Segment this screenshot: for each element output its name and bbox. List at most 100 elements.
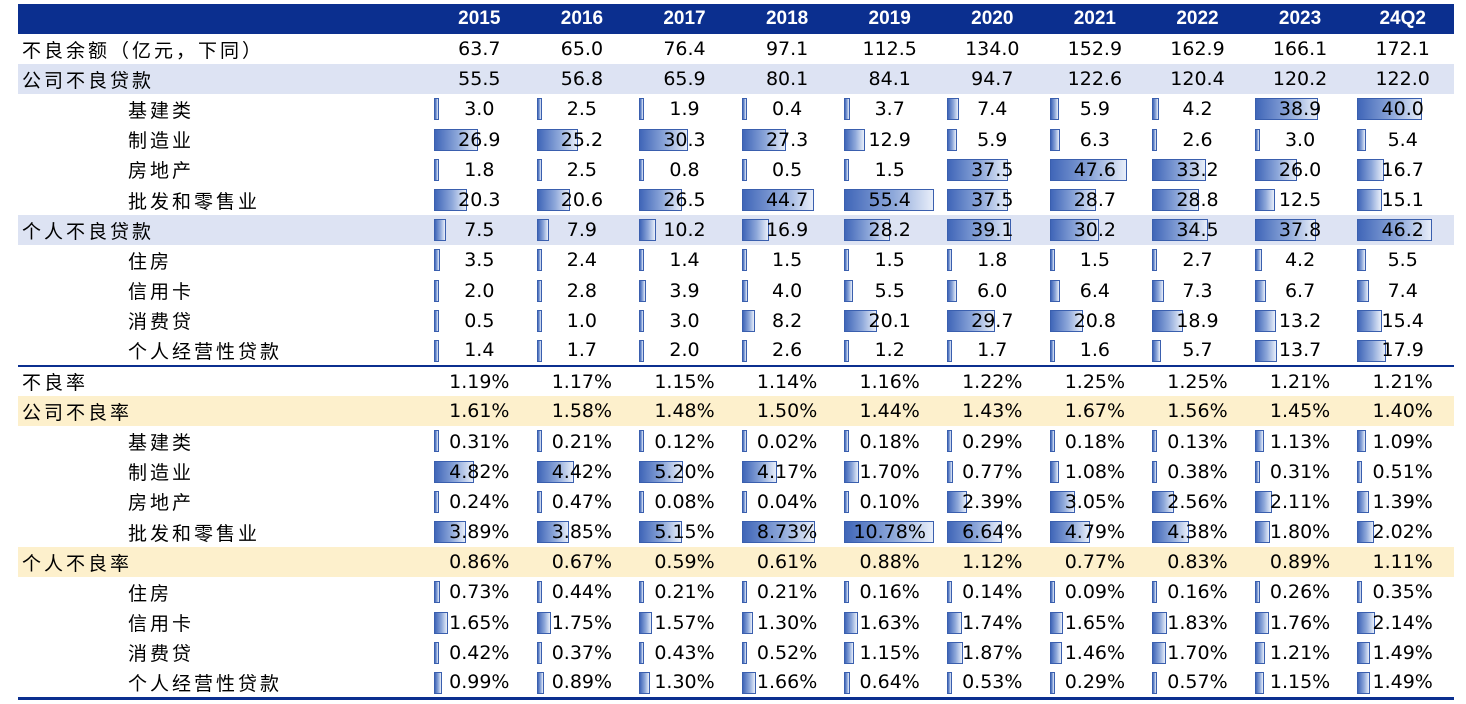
cell-text: 8.2 — [771, 309, 803, 332]
cell-value: 2.6 — [736, 336, 839, 366]
data-bar — [741, 581, 747, 604]
cell-value: 40.0 — [1351, 94, 1454, 124]
cell-value: 0.26% — [1249, 577, 1352, 607]
row-label: 住房 — [128, 582, 173, 605]
table-row-sub: 房地产 1.8 2.5 0.8 0.5 1.5 37.5 47.6 33.2 26.0 16.7 — [18, 155, 1454, 185]
data-bar — [1357, 188, 1382, 211]
cell-text: 0.53% — [962, 671, 1023, 694]
cell-value: 162.9 — [1146, 34, 1249, 64]
cell-value: 0.31% — [1249, 457, 1352, 487]
cell-value: 0.53% — [940, 667, 1044, 700]
data-bar — [844, 188, 935, 211]
cell-value: 3.0 — [428, 94, 531, 124]
cell-text: 1.7 — [977, 339, 1008, 362]
data-bar — [1152, 490, 1174, 513]
data-bar — [639, 249, 645, 272]
data-bar — [536, 671, 545, 694]
cell-value: 1.25% — [1043, 365, 1147, 397]
data-bar — [536, 219, 550, 242]
header-year: 2018 — [765, 8, 809, 29]
cell-text: 134.0 — [965, 38, 1020, 61]
cell-value: 56.8 — [530, 64, 634, 95]
header-year: 2023 — [1278, 8, 1322, 29]
cell-text: 5.9 — [1079, 98, 1110, 121]
cell-text: 2.7 — [1182, 249, 1213, 272]
cell-value: 1.0 — [531, 306, 634, 336]
cell-value: 1.74% — [941, 608, 1044, 638]
cell-value: 2.56% — [1146, 487, 1249, 517]
cell-text: 0.24% — [449, 490, 510, 513]
data-bar — [639, 581, 645, 604]
cell-text: 1.4 — [669, 249, 700, 272]
cell-value: 1.70% — [1146, 638, 1249, 668]
cell-value: 2.0 — [428, 276, 531, 306]
cell-value: 0.61% — [735, 547, 839, 578]
cell-value: 112.5 — [838, 34, 941, 64]
data-bar — [1049, 581, 1055, 604]
table-row-group: 不良率 1.19% 1.17% 1.15% 1.14% 1.16% 1.22% 1.25% 1.… — [18, 365, 1454, 397]
data-bar — [536, 128, 578, 151]
cell-value: 0.4 — [736, 94, 839, 124]
data-bar — [1152, 460, 1158, 483]
cell-value: 0.29% — [941, 426, 1044, 456]
cell-text: 7.4 — [1387, 279, 1418, 302]
cell-text: 2.5 — [566, 98, 598, 121]
cell-text: 0.83% — [1167, 551, 1228, 574]
cell-text: 3.85% — [551, 521, 613, 544]
cell-text: 0.88% — [859, 551, 920, 574]
data-bar — [1049, 188, 1097, 211]
cell-text: 76.4 — [663, 38, 706, 61]
cell-text: 0.21% — [654, 581, 715, 604]
cell-value: 4.17% — [736, 457, 839, 487]
cell-text: 0.38% — [1167, 460, 1228, 483]
cell-text: 0.67% — [551, 551, 613, 574]
data-bar — [639, 339, 645, 362]
data-bar — [946, 430, 952, 453]
cell-text: 2.0 — [464, 279, 495, 302]
cell-value: 2.5 — [531, 94, 634, 124]
cell-value: 26.9 — [428, 125, 531, 155]
header-year: 2021 — [1073, 8, 1117, 29]
cell-text: 2.56% — [1167, 490, 1228, 513]
data-bar — [639, 98, 645, 121]
cell-value: 3.5 — [428, 245, 531, 275]
cell-text: 0.77% — [962, 460, 1023, 483]
data-bar — [536, 490, 542, 513]
data-bar — [536, 460, 574, 483]
data-bar — [434, 521, 467, 543]
cell-value: 0.8 — [633, 155, 736, 185]
data-bar — [1049, 460, 1059, 483]
cell-value: 0.09% — [1044, 577, 1147, 607]
cell-text: 1.09% — [1372, 430, 1433, 453]
cell-text: 2.5 — [566, 158, 598, 181]
cell-value: 65.0 — [531, 34, 634, 64]
cell-text: 1.87% — [962, 641, 1023, 664]
cell-text: 3.9 — [669, 279, 700, 302]
cell-value: 4.2 — [1146, 94, 1249, 124]
cell-value: 27.3 — [736, 125, 839, 155]
cell-text: 1.75% — [551, 611, 613, 634]
cell-value: 122.6 — [1043, 64, 1147, 95]
cell-value: 2.7 — [1146, 245, 1249, 275]
cell-text: 162.9 — [1170, 38, 1225, 61]
table-row-sub: 批发和零售业 3.89% 3.85% 5.15% 8.73% 10.78% 6.64% 4.7… — [18, 517, 1454, 547]
cell-text: 7.4 — [977, 98, 1008, 121]
cell-text: 120.2 — [1272, 68, 1328, 91]
cell-text: 2.0 — [669, 339, 700, 362]
cell-value: 5.15% — [633, 517, 736, 547]
data-bar — [1152, 611, 1168, 634]
cell-text: 1.21% — [1372, 370, 1433, 393]
cell-value: 0.44% — [531, 577, 634, 607]
data-bar — [1357, 339, 1387, 362]
cell-text: 0.31% — [1269, 460, 1331, 483]
data-bar — [741, 249, 747, 272]
cell-text: 1.8 — [464, 158, 495, 181]
data-bar — [844, 430, 850, 453]
cell-value: 134.0 — [941, 34, 1044, 64]
cell-value: 37.8 — [1248, 215, 1352, 246]
cell-text: 1.50% — [756, 400, 818, 423]
cell-value: 0.08% — [633, 487, 736, 517]
cell-text: 1.65% — [1064, 611, 1126, 634]
data-bar — [844, 671, 850, 694]
cell-value: 5.9 — [941, 125, 1044, 155]
